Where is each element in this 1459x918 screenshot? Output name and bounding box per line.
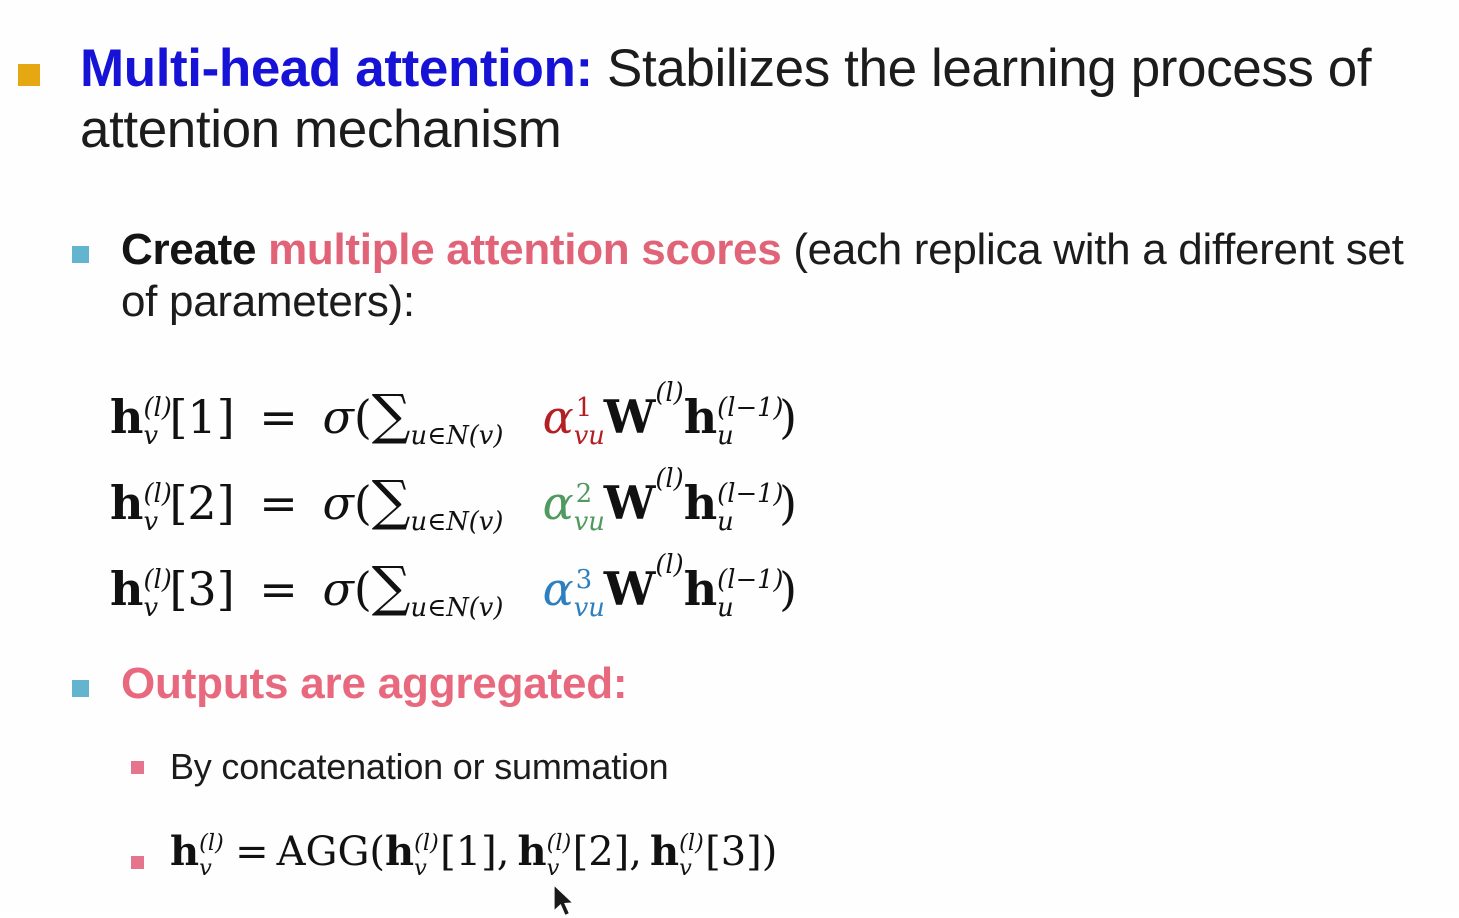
bullet-level2-outputs-aggregated: Outputs are aggregated: [72, 658, 1422, 710]
alpha-head-2: α 2 vu [542, 476, 605, 538]
level3-concat-text: By concatenation or summation [170, 746, 669, 787]
equation-aggregate: h (l) v = AGG(h (l) v [1], h (l) v [2], h (l) v [3]) [170, 828, 778, 881]
level1-lead-text: Multi-head attention: [80, 39, 593, 98]
alpha-head-3: α 3 vu [542, 562, 605, 624]
level2-create-text: Create multiple attention scores (each r… [121, 224, 1422, 328]
equation-head-2: h (l) v [2] = σ(∑u∈N(v) α 2 vu W(l)h (l−1) u) [110, 463, 798, 538]
bullet-marker-level1-icon [18, 64, 40, 86]
bullet-level3-concatenation: By concatenation or summation [131, 745, 1421, 788]
equation-head-1: h (l) v [1] = σ(∑u∈N(v) α 1 vu W(l)h (l−1) u) [110, 377, 798, 452]
bullet-marker-level3-agg-icon [131, 856, 144, 869]
alpha-head-1: α 1 vu [542, 390, 605, 452]
bullet-level2-create-scores: Create multiple attention scores (each r… [72, 224, 1422, 328]
level2-create-rest: (each replica with a different set of pa… [121, 225, 1404, 326]
agg-label: AGG [276, 829, 370, 875]
level2-create-strong: Create [121, 225, 257, 274]
equation-head-3: h (l) v [3] = σ(∑u∈N(v) α 3 vu W(l)h (l−1) u) [110, 549, 798, 624]
level2-create-highlight: multiple attention scores [268, 225, 782, 274]
bullet-marker-level2-outputs-icon [72, 680, 89, 697]
bullet-level3-agg-equation: h (l) v = AGG(h (l) v [1], h (l) v [2], h (l) v [3]) [131, 828, 1421, 881]
bullet-level1-multi-head-attention: Multi-head attention: Stabilizes the lea… [18, 38, 1418, 161]
level1-rest-text: Stabilizes the learning process of atten… [80, 39, 1372, 160]
bullet-marker-level3-concat-icon [131, 761, 144, 774]
level2-outputs-text: Outputs are aggregated: [121, 659, 628, 708]
level1-text: Multi-head attention: Stabilizes the lea… [80, 38, 1418, 161]
bullet-marker-level2-create-icon [72, 246, 89, 263]
